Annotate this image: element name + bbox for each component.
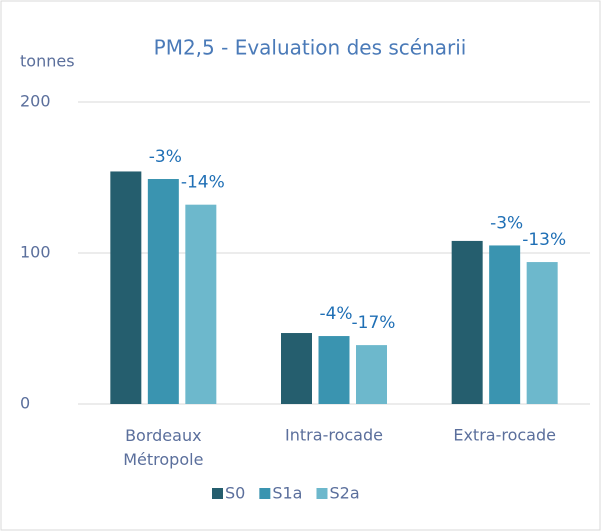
bar: [451, 240, 483, 404]
chart-title: PM2,5 - Evaluation des scénarii: [154, 36, 467, 60]
bar: [489, 245, 521, 404]
legend-label: S2a: [329, 484, 359, 503]
y-tick-label: 0: [20, 394, 30, 413]
x-tick-label: Intra-rocade: [285, 426, 383, 445]
x-tick-label: Bordeaux Métropole: [123, 426, 203, 469]
bar: [318, 336, 350, 404]
data-label: -3%: [149, 147, 182, 167]
bar: [185, 204, 217, 404]
bar: [356, 345, 387, 404]
y-tick-label: 200: [20, 92, 51, 111]
legend-label: S0: [225, 484, 245, 503]
data-label: -17%: [352, 313, 396, 333]
bar: [526, 262, 558, 404]
y-tick-label: 100: [20, 243, 51, 262]
data-label: -14%: [181, 173, 225, 193]
data-label: -4%: [319, 304, 352, 324]
legend-swatch: [316, 488, 328, 499]
bar: [281, 333, 312, 404]
legend-label: S1a: [272, 484, 302, 503]
legend-swatch: [212, 488, 223, 499]
bar: [110, 171, 142, 404]
legend-swatch: [259, 488, 271, 499]
x-tick-label: Extra-rocade: [453, 426, 556, 445]
bar: [147, 179, 179, 404]
y-axis-label: tonnes: [20, 52, 75, 71]
data-label: -3%: [490, 213, 523, 233]
data-label: -13%: [522, 230, 566, 250]
